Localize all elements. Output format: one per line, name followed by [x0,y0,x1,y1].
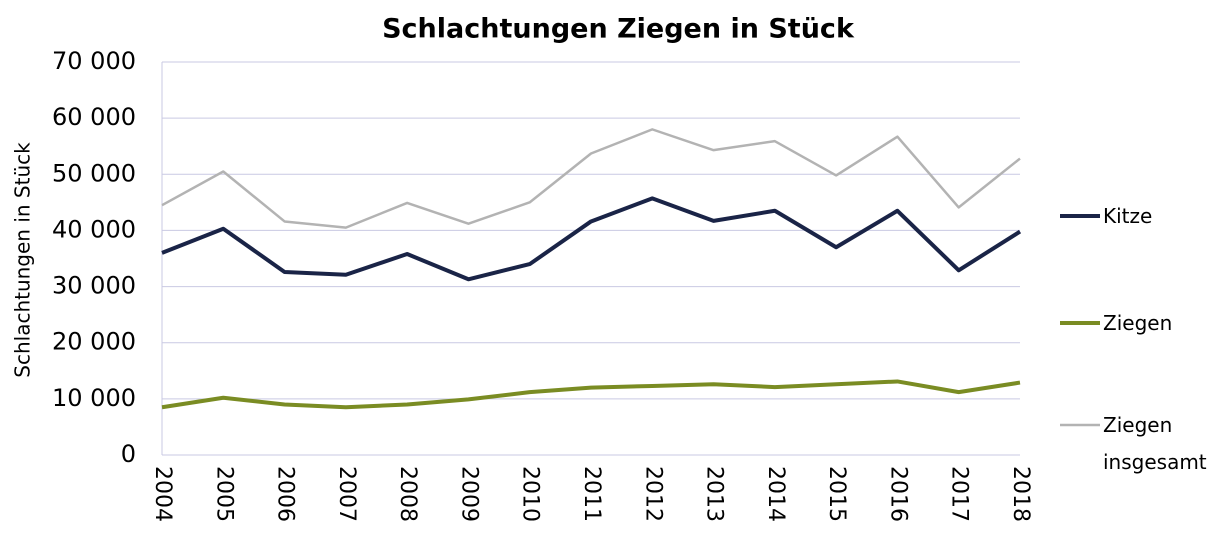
x-tick-label: 2017 [947,466,972,522]
x-tick-label: 2012 [640,466,665,522]
y-tick-label: 40 000 [52,215,136,243]
legend-label: Kitze [1103,204,1153,228]
y-tick-label: 10 000 [52,384,136,412]
x-tick-label: 2010 [518,466,543,522]
line-series [161,379,1021,410]
legend-label: Ziegen insgesamt [1103,413,1207,474]
y-tick-label: 60 000 [52,103,136,131]
y-tick-label: 20 000 [52,328,136,356]
x-tick-label: 2005 [211,466,236,522]
line-series [161,196,1022,282]
y-axis-title: Schlachtungen in Stück [11,142,35,378]
y-tick-label: 70 000 [52,47,136,75]
y-tick-label: 50 000 [52,159,136,187]
line-series [161,128,1021,229]
x-tick-label: 2008 [395,466,420,522]
x-tick-label: 2009 [456,466,481,522]
chart-title: Schlachtungen Ziegen in Stück [382,14,855,45]
x-tick-label: 2004 [150,466,175,522]
x-tick-label: 2015 [824,466,849,522]
legend-label: Ziegen [1103,311,1173,335]
x-tick-label: 2018 [1008,466,1033,522]
x-tick-label: 2014 [763,466,788,522]
x-tick-label: 2007 [334,466,359,522]
y-tick-label: 0 [121,440,136,468]
x-tick-label: 2011 [579,466,604,522]
x-tick-label: 2006 [273,466,298,522]
x-tick-label: 2016 [885,466,910,522]
y-tick-label: 30 000 [52,272,136,300]
x-tick-label: 2013 [702,466,727,522]
